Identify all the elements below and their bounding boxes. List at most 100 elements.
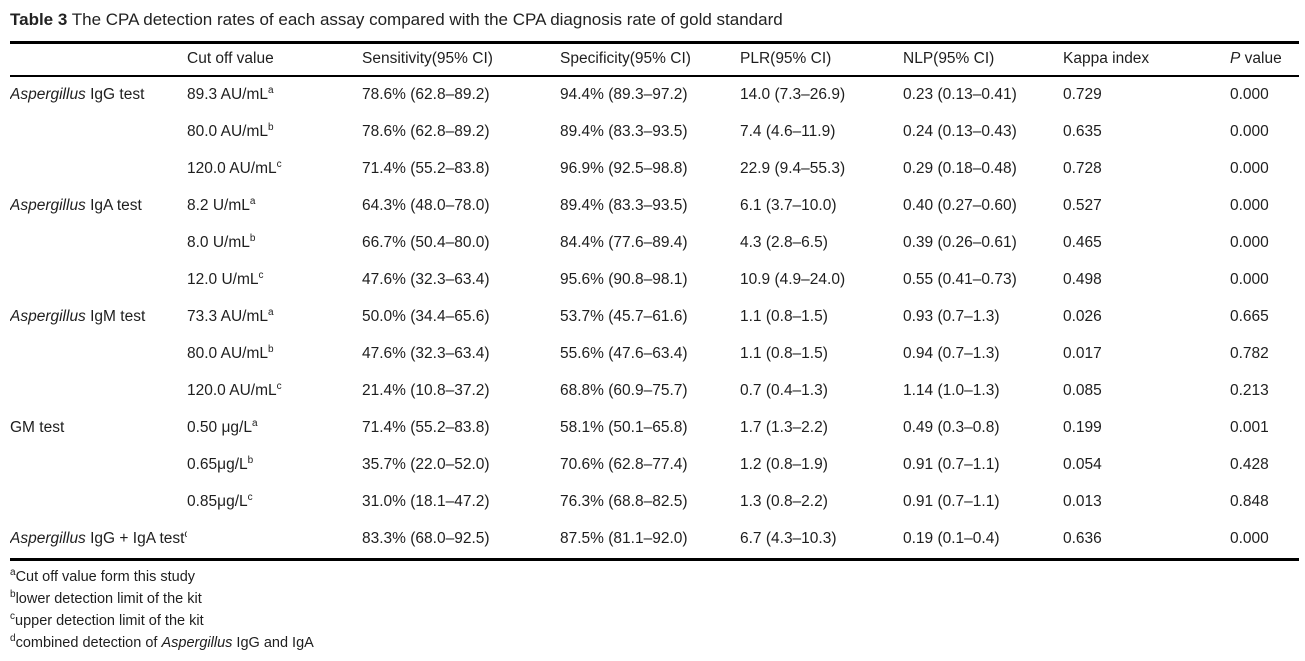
table-title-text: The CPA detection rates of each assay co… <box>67 10 783 29</box>
table-row: Aspergillus IgA test 8.2 U/mLa 64.3% (48.0… <box>10 188 1299 225</box>
nlp-cell: 0.91 (0.7–1.1) <box>903 493 1000 510</box>
p-cell: 0.000 <box>1230 271 1269 288</box>
plr-cell: 7.4 (4.6–11.9) <box>740 123 836 140</box>
nlp-cell: 0.39 (0.26–0.61) <box>903 234 1017 251</box>
plr-cell: 0.7 (0.4–1.3) <box>740 382 828 399</box>
p-cell: 0.848 <box>1230 493 1269 510</box>
specificity-cell: 95.6% (90.8–98.1) <box>560 271 688 288</box>
nlp-cell: 0.91 (0.7–1.1) <box>903 456 1000 473</box>
header-specificity: Specificity(95% CI) <box>560 42 740 77</box>
nlp-cell: 0.23 (0.13–0.41) <box>903 86 1017 103</box>
p-cell: 0.782 <box>1230 345 1269 362</box>
specificity-cell: 58.1% (50.1–65.8) <box>560 419 688 436</box>
specificity-cell: 87.5% (81.1–92.0) <box>560 530 688 547</box>
plr-cell: 1.2 (0.8–1.9) <box>740 456 828 473</box>
table-row: 0.85μg/Lc 31.0% (18.1–47.2) 76.3% (68.8–82… <box>10 484 1299 521</box>
cutoff-cell: 8.2 U/mLa <box>187 195 256 214</box>
table-row: 120.0 AU/mLc 71.4% (55.2–83.8) 96.9% (92.5… <box>10 151 1299 188</box>
footnotes: aCut off value form this study blower de… <box>10 566 1299 654</box>
plr-cell: 4.3 (2.8–6.5) <box>740 234 828 251</box>
table-row: 120.0 AU/mLc 21.4% (10.8–37.2) 68.8% (60.9… <box>10 373 1299 410</box>
p-cell: 0.000 <box>1230 123 1269 140</box>
specificity-cell: 96.9% (92.5–98.8) <box>560 160 688 177</box>
table-body: Aspergillus IgG test 89.3 AU/mLa 78.6% (62… <box>10 76 1299 560</box>
p-cell: 0.000 <box>1230 86 1269 103</box>
table-row: Aspergillus IgG + IgA testd 83.3% (68.0–9… <box>10 521 1299 560</box>
cutoff-cell: 12.0 U/mLc <box>187 269 264 288</box>
kappa-cell: 0.527 <box>1063 197 1102 214</box>
cutoff-cell <box>187 521 362 560</box>
assay-cell <box>10 151 187 188</box>
kappa-cell: 0.728 <box>1063 160 1102 177</box>
sensitivity-cell: 50.0% (34.4–65.6) <box>362 308 490 325</box>
footnote-c: cupper detection limit of the kit <box>10 611 204 629</box>
kappa-cell: 0.635 <box>1063 123 1102 140</box>
table-row: 0.65μg/Lb 35.7% (22.0–52.0) 70.6% (62.8–77… <box>10 447 1299 484</box>
table-row: 8.0 U/mLb 66.7% (50.4–80.0) 84.4% (77.6–89… <box>10 225 1299 262</box>
specificity-cell: 70.6% (62.8–77.4) <box>560 456 688 473</box>
specificity-cell: 94.4% (89.3–97.2) <box>560 86 688 103</box>
sensitivity-cell: 47.6% (32.3–63.4) <box>362 271 490 288</box>
cpa-detection-table: Cut off value Sensitivity(95% CI) Specif… <box>10 41 1299 561</box>
sensitivity-cell: 35.7% (22.0–52.0) <box>362 456 490 473</box>
sensitivity-cell: 64.3% (48.0–78.0) <box>362 197 490 214</box>
assay-cell: Aspergillus IgG test <box>10 86 145 103</box>
assay-cell: Aspergillus IgG + IgA testd <box>10 529 187 547</box>
kappa-cell: 0.026 <box>1063 308 1102 325</box>
table-row: 80.0 AU/mLb 78.6% (62.8–89.2) 89.4% (83.3–… <box>10 114 1299 151</box>
table-row: Aspergillus IgM test 73.3 AU/mLa 50.0% (34… <box>10 299 1299 336</box>
cutoff-cell: 73.3 AU/mLa <box>187 306 274 325</box>
sensitivity-cell: 83.3% (68.0–92.5) <box>362 530 490 547</box>
header-nlp: NLP(95% CI) <box>903 42 1063 77</box>
p-cell: 0.001 <box>1230 419 1269 436</box>
nlp-cell: 0.29 (0.18–0.48) <box>903 160 1017 177</box>
plr-cell: 1.3 (0.8–2.2) <box>740 493 828 510</box>
table-row: 80.0 AU/mLb 47.6% (32.3–63.4) 55.6% (47.6–… <box>10 336 1299 373</box>
kappa-cell: 0.013 <box>1063 493 1102 510</box>
header-sensitivity: Sensitivity(95% CI) <box>362 42 560 77</box>
nlp-cell: 0.40 (0.27–0.60) <box>903 197 1017 214</box>
plr-cell: 1.1 (0.8–1.5) <box>740 308 828 325</box>
kappa-cell: 0.729 <box>1063 86 1102 103</box>
kappa-cell: 0.498 <box>1063 271 1102 288</box>
p-cell: 0.213 <box>1230 382 1269 399</box>
sensitivity-cell: 71.4% (55.2–83.8) <box>362 160 490 177</box>
nlp-cell: 0.19 (0.1–0.4) <box>903 530 1000 547</box>
cutoff-cell: 80.0 AU/mLb <box>187 121 274 140</box>
header-cutoff: Cut off value <box>187 42 362 77</box>
footnote-b: blower detection limit of the kit <box>10 589 202 607</box>
footnote-d: dcombined detection of Aspergillus IgG a… <box>10 633 314 651</box>
p-cell: 0.665 <box>1230 308 1269 325</box>
kappa-cell: 0.199 <box>1063 419 1102 436</box>
assay-cell: GM test <box>10 419 65 436</box>
header-assay <box>10 42 187 77</box>
nlp-cell: 0.49 (0.3–0.8) <box>903 419 1000 436</box>
sensitivity-cell: 78.6% (62.8–89.2) <box>362 86 490 103</box>
nlp-cell: 0.94 (0.7–1.3) <box>903 345 1000 362</box>
table-row: GM test 0.50 μg/La 71.4% (55.2–83.8) 58.1% … <box>10 410 1299 447</box>
cutoff-cell: 0.85μg/Lc <box>187 491 253 510</box>
header-row: Cut off value Sensitivity(95% CI) Specif… <box>10 42 1299 77</box>
specificity-cell: 84.4% (77.6–89.4) <box>560 234 688 251</box>
assay-cell: Aspergillus IgA test <box>10 197 142 214</box>
table-row: 12.0 U/mLc 47.6% (32.3–63.4) 95.6% (90.8–9… <box>10 262 1299 299</box>
header-p-value: P value <box>1230 42 1299 77</box>
kappa-cell: 0.085 <box>1063 382 1102 399</box>
p-cell: 0.000 <box>1230 530 1269 547</box>
sensitivity-cell: 21.4% (10.8–37.2) <box>362 382 490 399</box>
table-number-label: Table 3 <box>10 10 68 29</box>
plr-cell: 1.1 (0.8–1.5) <box>740 345 828 362</box>
header-kappa: Kappa index <box>1063 42 1230 77</box>
cutoff-cell: 0.50 μg/La <box>187 417 258 436</box>
table-row: Aspergillus IgG test 89.3 AU/mLa 78.6% (62… <box>10 76 1299 114</box>
assay-cell <box>10 114 187 151</box>
plr-cell: 14.0 (7.3–26.9) <box>740 86 846 103</box>
p-cell: 0.000 <box>1230 160 1269 177</box>
specificity-cell: 89.4% (83.3–93.5) <box>560 123 688 140</box>
plr-cell: 6.7 (4.3–10.3) <box>740 530 837 547</box>
plr-cell: 1.7 (1.3–2.2) <box>740 419 828 436</box>
header-plr: PLR(95% CI) <box>740 42 903 77</box>
assay-cell: Aspergillus IgM test <box>10 308 146 325</box>
plr-cell: 10.9 (4.9–24.0) <box>740 271 846 288</box>
